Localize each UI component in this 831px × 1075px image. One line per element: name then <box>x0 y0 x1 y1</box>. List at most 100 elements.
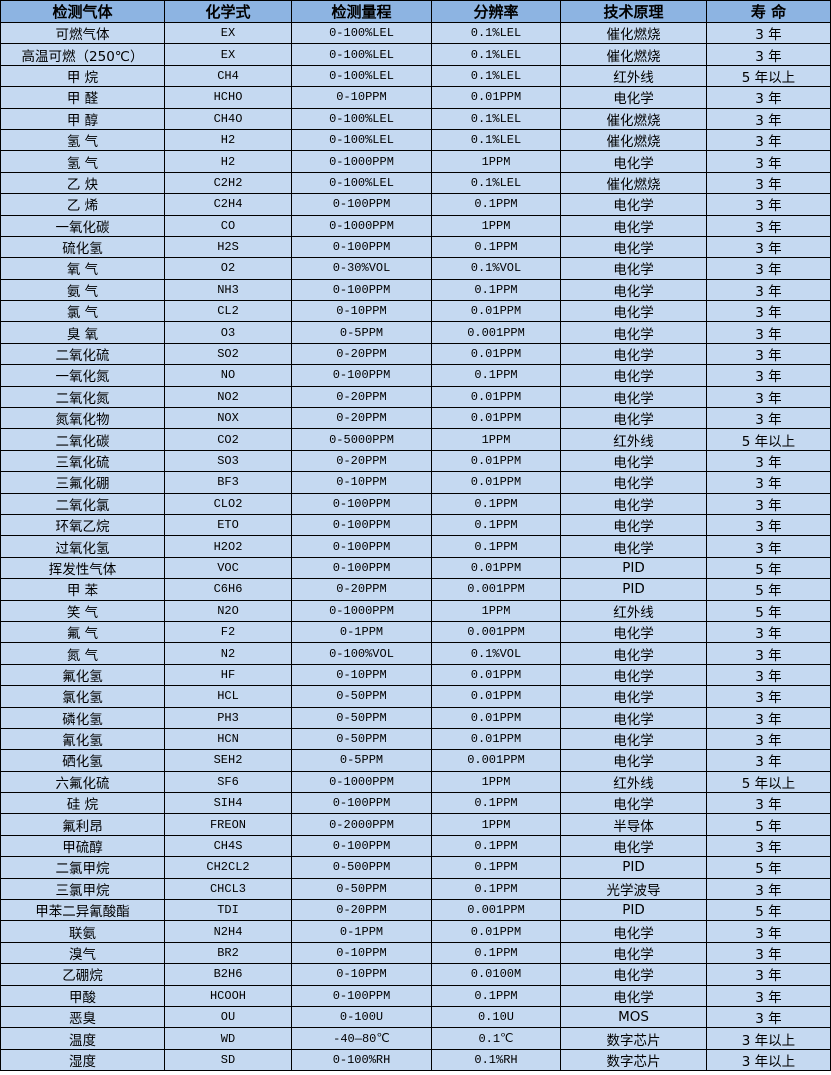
cell-formula: NO <box>164 364 292 387</box>
cell-formula: SD <box>164 1048 292 1072</box>
cell-lifespan: 3 年 <box>706 407 831 430</box>
cell-principle: 电化学 <box>560 385 707 409</box>
cell-formula: NO2 <box>164 385 292 409</box>
cell-formula: H2 <box>164 150 292 173</box>
cell-range: 0-50PPM <box>291 685 432 708</box>
cell-lifespan: 3 年 <box>706 642 831 665</box>
cell-gas: 一氧化氮 <box>0 364 165 387</box>
cell-range: 0-100%LEL <box>291 128 432 152</box>
cell-resolution: 0.001PPM <box>431 578 561 601</box>
header-row: 检测气体 化学式 检测量程 分辨率 技术原理 寿 命 <box>0 0 831 23</box>
cell-principle: 电化学 <box>560 984 707 1007</box>
cell-principle: 电化学 <box>560 342 707 366</box>
cell-principle: 催化燃烧 <box>560 128 707 152</box>
table-row: 笑 气 N2O 0-1000PPM 1PPM 红外线 5 年 <box>0 599 831 622</box>
table-row: 硒化氢 SEH2 0-5PPM 0.001PPM 电化学 3 年 <box>0 749 831 772</box>
cell-resolution: 0.1%VOL <box>431 642 561 665</box>
table-row: 二氯甲烷 CH2CL2 0-500PPM 0.1PPM PID 5 年 <box>0 856 831 879</box>
table-row: 甲苯二异氰酸酯 TDI 0-20PPM 0.001PPM PID 5 年 <box>0 899 831 922</box>
cell-range: 0-100%VOL <box>291 642 432 665</box>
cell-lifespan: 3 年 <box>706 107 831 130</box>
cell-resolution: 0.1℃ <box>431 1027 561 1050</box>
cell-resolution: 0.1PPM <box>431 877 561 901</box>
cell-resolution: 0.1PPM <box>431 792 561 815</box>
cell-lifespan: 3 年 <box>706 278 831 302</box>
cell-principle: 电化学 <box>560 834 707 858</box>
table-row: 甲酸 HCOOH 0-100PPM 0.1PPM 电化学 3 年 <box>0 984 831 1007</box>
cell-principle: 电化学 <box>560 86 707 109</box>
cell-resolution: 1PPM <box>431 599 561 622</box>
cell-range: 0-20PPM <box>291 342 432 366</box>
table-row: 氟 气 F2 0-1PPM 0.001PPM 电化学 3 年 <box>0 620 831 644</box>
table-row: 联氨 N2H4 0-1PPM 0.01PPM 电化学 3 年 <box>0 920 831 943</box>
cell-resolution: 0.01PPM <box>431 385 561 409</box>
cell-formula: NH3 <box>164 278 292 302</box>
cell-range: 0-20PPM <box>291 578 432 601</box>
cell-range: 0-20PPM <box>291 385 432 409</box>
cell-principle: 电化学 <box>560 727 707 751</box>
cell-formula: HCN <box>164 727 292 751</box>
cell-lifespan: 3 年 <box>706 620 831 644</box>
cell-principle: 电化学 <box>560 449 707 473</box>
cell-lifespan: 3 年 <box>706 449 831 473</box>
cell-lifespan: 3 年 <box>706 941 831 965</box>
table-row: 氨 气 NH3 0-100PPM 0.1PPM 电化学 3 年 <box>0 278 831 302</box>
cell-lifespan: 3 年 <box>706 984 831 1007</box>
cell-formula: PH3 <box>164 706 292 729</box>
cell-resolution: 0.1%LEL <box>431 43 561 66</box>
cell-range: -40—80℃ <box>291 1027 432 1050</box>
cell-gas: 氨 气 <box>0 278 165 302</box>
cell-principle: 电化学 <box>560 257 707 280</box>
cell-range: 0-1000PPM <box>291 150 432 173</box>
cell-resolution: 0.01PPM <box>431 727 561 751</box>
cell-formula: N2O <box>164 599 292 622</box>
cell-formula: BF3 <box>164 471 292 494</box>
cell-range: 0-10PPM <box>291 86 432 109</box>
cell-lifespan: 3 年 <box>706 706 831 729</box>
cell-gas: 氢 气 <box>0 128 165 152</box>
table-body: 可燃气体 EX 0-100%LEL 0.1%LEL 催化燃烧 3 年高温可燃（250℃） E… <box>0 21 831 1072</box>
cell-lifespan: 5 年 <box>706 556 831 580</box>
table-row: 磷化氢 PH3 0-50PPM 0.01PPM 电化学 3 年 <box>0 706 831 729</box>
cell-resolution: 0.01PPM <box>431 706 561 729</box>
table-row: 臭 氧 O3 0-5PPM 0.001PPM 电化学 3 年 <box>0 321 831 344</box>
cell-lifespan: 3 年 <box>706 877 831 901</box>
table-row: 甲 醇 CH4O 0-100%LEL 0.1%LEL 催化燃烧 3 年 <box>0 107 831 130</box>
cell-range: 0-20PPM <box>291 899 432 922</box>
table-row: 硫化氢 H2S 0-100PPM 0.1PPM 电化学 3 年 <box>0 235 831 259</box>
cell-principle: 催化燃烧 <box>560 21 707 45</box>
cell-range: 0-100PPM <box>291 513 432 537</box>
cell-principle: 电化学 <box>560 535 707 558</box>
cell-lifespan: 5 年以上 <box>706 64 831 88</box>
cell-formula: HCL <box>164 685 292 708</box>
cell-principle: 电化学 <box>560 364 707 387</box>
cell-range: 0-10PPM <box>291 300 432 323</box>
cell-principle: 电化学 <box>560 278 707 302</box>
cell-resolution: 0.1%LEL <box>431 107 561 130</box>
cell-formula: C6H6 <box>164 578 292 601</box>
cell-resolution: 0.1%LEL <box>431 64 561 88</box>
cell-resolution: 0.1%VOL <box>431 257 561 280</box>
cell-gas: 挥发性气体 <box>0 556 165 580</box>
cell-lifespan: 3 年以上 <box>706 1027 831 1050</box>
cell-resolution: 0.1%LEL <box>431 21 561 45</box>
table-row: 可燃气体 EX 0-100%LEL 0.1%LEL 催化燃烧 3 年 <box>0 21 831 45</box>
cell-principle: 电化学 <box>560 513 707 537</box>
cell-range: 0-100%RH <box>291 1048 432 1072</box>
cell-range: 0-20PPM <box>291 407 432 430</box>
table-row: 氢 气 H2 0-100%LEL 0.1%LEL 催化燃烧 3 年 <box>0 128 831 152</box>
cell-resolution: 0.1PPM <box>431 492 561 515</box>
cell-formula: HCHO <box>164 86 292 109</box>
cell-formula: FREON <box>164 813 292 836</box>
cell-principle: 电化学 <box>560 471 707 494</box>
cell-resolution: 0.01PPM <box>431 407 561 430</box>
table-row: 氟化氢 HF 0-10PPM 0.01PPM 电化学 3 年 <box>0 663 831 687</box>
cell-formula: VOC <box>164 556 292 580</box>
cell-formula: CLO2 <box>164 492 292 515</box>
header-formula: 化学式 <box>164 0 292 23</box>
cell-formula: HF <box>164 663 292 687</box>
cell-gas: 溴气 <box>0 941 165 965</box>
cell-formula: H2 <box>164 128 292 152</box>
cell-gas: 甲 醇 <box>0 107 165 130</box>
cell-formula: TDI <box>164 899 292 922</box>
